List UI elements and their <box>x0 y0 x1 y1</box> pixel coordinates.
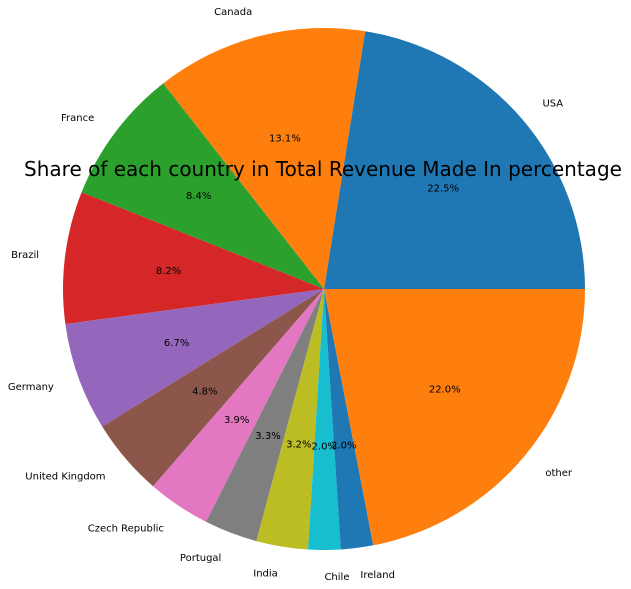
pie-category-label: Brazil <box>11 250 39 261</box>
pie-category-label: Portugal <box>180 553 221 564</box>
pie-slices <box>62 28 585 550</box>
pie-category-label: Czech Republic <box>88 523 164 534</box>
pie-percent-label: 3.9% <box>224 415 249 426</box>
pie-percent-label: 3.3% <box>255 431 280 442</box>
pie-percent-label: 2.0% <box>312 442 337 453</box>
pie-category-label: Canada <box>214 7 252 18</box>
pie-slice-united-kingdom <box>102 289 324 487</box>
pie-percent-label: 22.0% <box>429 385 461 396</box>
pie-percent-label: 4.8% <box>192 387 217 398</box>
pie-slice-ireland <box>324 289 374 550</box>
pie-slice-canada <box>163 28 366 290</box>
pie-category-label: Ireland <box>360 570 395 581</box>
pie-slice-france <box>81 83 324 289</box>
pie-percent-label: 8.4% <box>186 191 211 202</box>
pie-slice-czech-republic <box>153 289 324 522</box>
pie-slice-portugal <box>205 289 324 542</box>
pie-category-label: India <box>253 568 278 579</box>
pie-percent-labels: 22.5%13.1%8.4%8.2%6.7%4.8%3.9%3.3%3.2% 2.… <box>156 133 461 452</box>
pie-category-label: Germany <box>8 382 54 393</box>
pie-percent-label: 3.2% <box>286 440 311 451</box>
pie-slice-usa <box>324 31 585 289</box>
pie-slice-india <box>256 289 324 550</box>
pie-percent-label: 13.1% <box>269 133 301 144</box>
pie-category-label: France <box>61 113 94 124</box>
pie-slice-other <box>324 289 585 546</box>
pie-percent-label: 8.2% <box>156 266 181 277</box>
pie-slice-brazil <box>62 192 324 325</box>
pie-category-label: Chile <box>324 572 349 583</box>
pie-category-label: USA <box>542 99 563 110</box>
pie-category-labels: USA Canada France Brazil Germany United Kingd… <box>8 7 573 583</box>
pie-category-label: other <box>545 468 573 479</box>
pie-category-label: United Kingdom <box>25 471 105 482</box>
pie-percent-label: 22.5% <box>427 183 459 194</box>
pie-slice-germany <box>65 289 325 427</box>
pie-slice-chile <box>308 289 341 550</box>
pie-percent-label: 2.0% <box>331 440 356 451</box>
chart-title: Share of each country in Total Revenue M… <box>24 157 622 181</box>
pie-percent-label: 6.7% <box>164 338 189 349</box>
